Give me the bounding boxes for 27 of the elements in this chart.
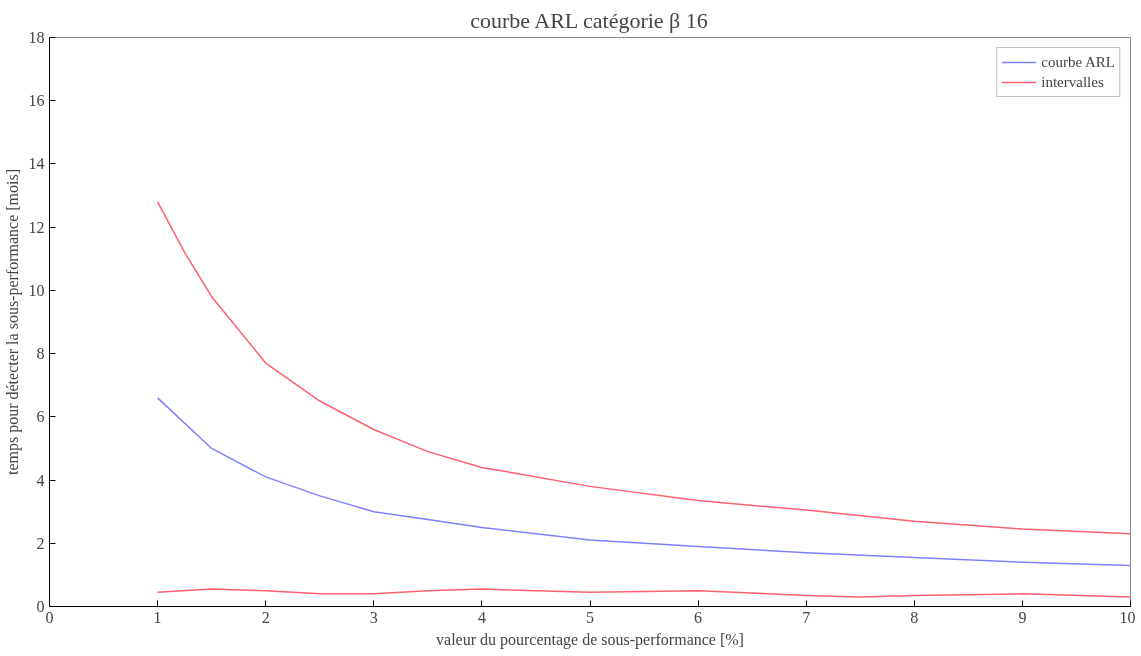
y-tick-label: 8 [36,345,45,363]
x-tick-label: 4 [477,608,486,626]
y-tick-label: 18 [28,29,45,46]
y-tick-label: 16 [28,92,45,110]
legend-label: intervalles [1041,73,1104,91]
y-tick-label: 6 [36,408,45,426]
line-series [156,397,1131,567]
line-series [156,588,1131,598]
chart-title: courbe ARL catégorie β 16 [470,7,708,33]
x-tick-label: 6 [694,608,703,626]
y-axis-title: temps pour détecter la sous-performance [mois] [3,168,22,476]
y-tick-label: 12 [28,218,45,236]
line-series [156,201,1131,535]
x-tick-label: 5 [586,608,594,626]
y-tick-label: 4 [36,471,45,489]
x-tick-label: 1 [153,608,162,626]
x-tick-label: 9 [1018,608,1027,626]
x-axis-title: valeur du pourcentage de sous-performance [%] [436,630,744,649]
legend-label: courbe ARL [1041,53,1115,71]
y-tick-label: 10 [28,281,45,299]
x-tick-label: 10 [1119,608,1136,626]
x-tick-label: 2 [261,608,270,626]
x-tick-label: 7 [802,608,811,626]
y-tick-label: 2 [36,534,45,552]
x-tick-label: 3 [369,608,378,626]
x-tick-label: 8 [910,608,919,626]
y-tick-label: 14 [28,155,45,173]
